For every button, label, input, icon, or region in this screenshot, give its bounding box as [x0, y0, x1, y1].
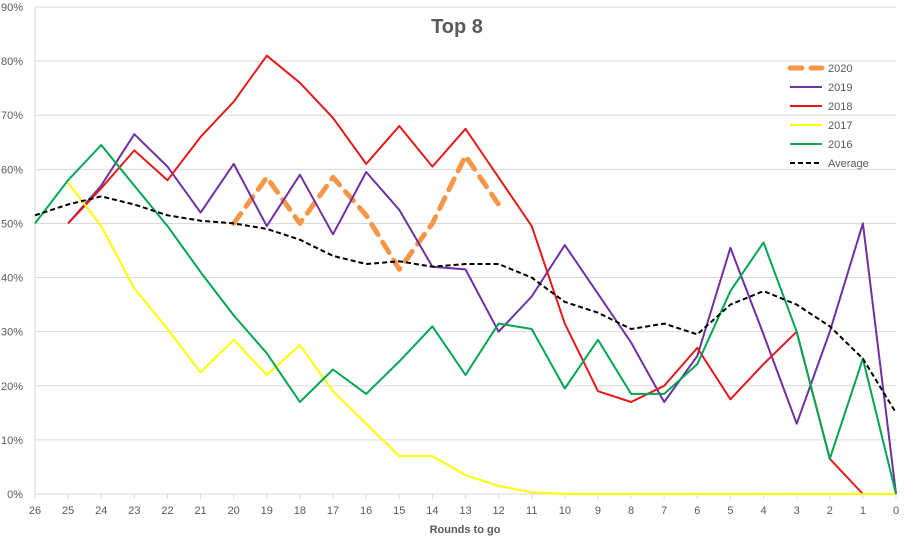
x-tick-label: 5: [727, 505, 733, 517]
y-tick-label: 10%: [1, 435, 23, 447]
y-tick-label: 20%: [1, 381, 23, 393]
x-tick-label: 11: [526, 505, 537, 517]
legend-label: 2020: [828, 63, 852, 75]
series-line-2017: [67, 182, 896, 495]
legend: 2020 2019 2018 2017 2016 Average: [787, 63, 869, 170]
y-tick-label: 50%: [1, 218, 23, 230]
x-tick-label: 10: [559, 505, 571, 517]
series-line-2020: [231, 153, 502, 272]
y-tick-label: 40%: [1, 273, 23, 285]
x-tick-label: 22: [161, 505, 173, 517]
x-tick-label: 26: [29, 505, 41, 517]
x-axis-title: Rounds to go: [430, 524, 501, 536]
x-tick-label: 6: [694, 505, 700, 517]
x-tick-label: 9: [595, 505, 601, 517]
legend-item-2019: 2019: [790, 82, 852, 94]
x-tick-label: 19: [261, 505, 273, 517]
series-line-2016: [34, 144, 897, 495]
y-tick-label: 90%: [1, 2, 23, 14]
axes: 0%10%20%30%40%50%60%70%80%90%26 25 24 23 22 2…: [1, 2, 899, 517]
series-line-average: [34, 195, 897, 414]
legend-label: 2018: [828, 101, 852, 113]
series-lines: [34, 54, 897, 495]
legend-label: 2017: [828, 120, 852, 132]
x-tick-label: 0: [893, 505, 899, 517]
chart-title: Top 8: [431, 16, 483, 38]
legend-item-2016: 2016: [790, 139, 852, 151]
x-tick-label: 25: [62, 505, 74, 517]
legend-label: 2019: [828, 82, 852, 94]
gridlines: [35, 6, 896, 495]
y-tick-label: 30%: [1, 327, 23, 339]
x-tick-label: 23: [128, 505, 140, 517]
x-tick-label: 15: [393, 505, 405, 517]
x-tick-label: 4: [760, 505, 766, 517]
x-tick-label: 12: [492, 505, 504, 517]
legend-label: 2016: [828, 139, 852, 151]
x-tick-label: 3: [794, 505, 800, 517]
x-tick-label: 13: [459, 505, 471, 517]
x-tick-label: 16: [360, 505, 372, 517]
x-tick-label: 24: [95, 505, 107, 517]
x-tick-label: 14: [426, 505, 438, 517]
legend-item-average: Average: [790, 158, 869, 170]
x-tick-label: 17: [327, 505, 339, 517]
legend-item-2018: 2018: [790, 101, 852, 113]
y-tick-label: 60%: [1, 164, 23, 176]
x-tick-label: 1: [860, 505, 866, 517]
y-tick-label: 70%: [1, 110, 23, 122]
x-tick-label: 7: [661, 505, 667, 517]
y-tick-label: 80%: [1, 56, 23, 68]
series-line-2019: [67, 133, 897, 495]
legend-label: Average: [828, 158, 869, 170]
series-line-2018: [67, 54, 864, 495]
x-tick-label: 18: [294, 505, 306, 517]
x-tick-label: 2: [827, 505, 833, 517]
x-tick-label: 21: [194, 505, 206, 517]
x-tick-label: 8: [628, 505, 634, 517]
legend-item-2020: 2020: [787, 63, 852, 75]
x-tick-label: 20: [228, 505, 240, 517]
y-tick-label: 0%: [7, 489, 23, 501]
legend-item-2017: 2017: [790, 120, 852, 132]
